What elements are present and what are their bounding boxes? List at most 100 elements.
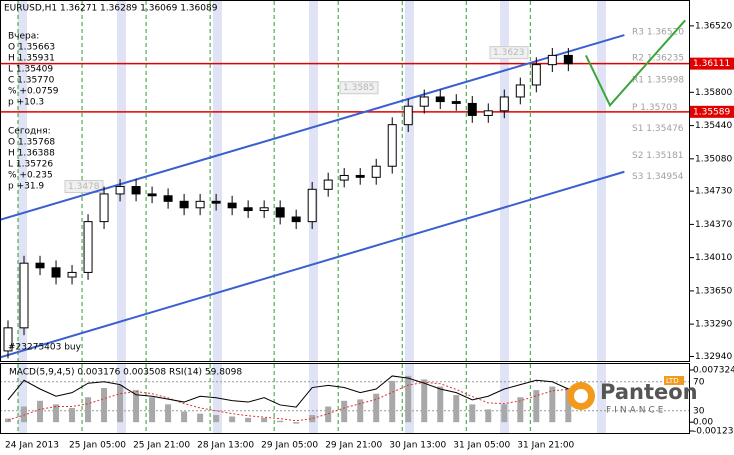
pivot-label: S3 1.34954 [632, 172, 684, 182]
candle-body [131, 186, 141, 195]
pivot-label: R3 1.36520 [632, 27, 684, 37]
macd-bar [405, 375, 412, 423]
y-tick-label: 1.34010 [695, 253, 732, 263]
macd-bar [53, 404, 60, 423]
forecast-line [585, 19, 686, 108]
candle-body [435, 96, 445, 103]
y2-tick-label: 30 [693, 406, 705, 416]
candle-body [531, 64, 541, 86]
y-tick-label: 0.007324 [693, 366, 734, 376]
candle-body [3, 327, 13, 352]
session-band [309, 364, 318, 433]
x-tick-label: 31 Jan 05:00 [453, 441, 510, 451]
candle-body [163, 195, 173, 202]
price-tag-box [339, 81, 379, 95]
rsi-line [7, 375, 569, 408]
indicator-panel-frame [0, 363, 690, 434]
info-line: % +0.0759 [8, 87, 59, 97]
pivot-label: R2 1.36235 [632, 54, 684, 64]
candle-body [467, 102, 477, 116]
candle-body [115, 186, 125, 195]
info-line: p +31.9 [8, 182, 44, 192]
candle-body [515, 84, 525, 98]
pivot-label: S1 1.35476 [632, 124, 684, 134]
pivot-label: R1 1.35998 [632, 76, 684, 86]
session-bands [18, 1, 606, 433]
candle-body [387, 124, 397, 167]
candle-body [147, 193, 157, 197]
x-tick-label: 25 Jan 05:00 [69, 441, 126, 451]
level-tag [690, 57, 734, 70]
session-band [117, 1, 126, 361]
level-tag-label: 1.35589 [693, 107, 730, 117]
symbol-title: EURUSD,H1 1.36271 1.36289 1.36069 1.3608… [4, 4, 218, 14]
candle-body [227, 202, 237, 209]
candle-body [259, 207, 269, 212]
y-tick-label: 1.33290 [695, 320, 732, 330]
candle-body [483, 110, 493, 116]
candle-body [403, 105, 413, 126]
candle-body [339, 174, 349, 181]
macd-bar [117, 385, 124, 423]
candle-body [451, 101, 461, 104]
y2-tick-label: 70 [693, 377, 705, 387]
candle-body [307, 188, 317, 223]
session-band [597, 1, 606, 361]
logo-badge-text: LTD [666, 377, 679, 385]
candle-body [547, 54, 557, 66]
y-tick-label: 1.34370 [695, 220, 732, 230]
y-tick-label: 1.35800 [695, 88, 732, 98]
session-band [597, 364, 606, 433]
price-tag: 1.3478 [68, 182, 100, 192]
candle-body [275, 207, 285, 218]
macd-bar [149, 397, 156, 423]
x-tick-label: 29 Jan 05:00 [261, 441, 318, 451]
macd-bar [565, 387, 572, 423]
macd-bar [213, 415, 220, 423]
macd-bar [101, 387, 108, 423]
candle-body [419, 96, 429, 107]
session-band [213, 1, 222, 361]
macd-bar [261, 417, 268, 423]
session-band [309, 1, 318, 361]
info-line: % +0.235 [8, 171, 53, 181]
level-tag [690, 105, 734, 118]
trendline [0, 170, 625, 359]
macd-bar [421, 379, 428, 423]
macd-bar [309, 415, 316, 423]
macd-bar [21, 406, 28, 423]
candle-body [371, 165, 381, 178]
candle-body [51, 267, 61, 278]
macd-bar [389, 380, 396, 423]
info-line: Сегодня: [8, 127, 51, 137]
macd-bar [37, 400, 44, 423]
x-tick-label: 29 Jan 21:00 [325, 441, 382, 451]
y-tick-label: 1.35080 [695, 154, 732, 164]
candle-body [323, 179, 333, 190]
x-tick-label: 30 Jan 13:00 [389, 441, 446, 451]
macd-bar [549, 386, 556, 423]
macd-bar [229, 416, 236, 423]
y-tick-label: 1.36520 [695, 21, 732, 31]
logo-sub: FINANCE [606, 406, 666, 416]
level-tag-label: 1.36111 [693, 59, 730, 69]
price-tag-box [64, 180, 104, 194]
candle-body [211, 200, 221, 204]
price-tag-box [489, 46, 529, 60]
macd-bar [69, 407, 76, 423]
candle-body [563, 54, 573, 65]
order-label: #23275403 buy [8, 343, 82, 353]
macd-bar [453, 395, 460, 423]
candle-body [19, 262, 29, 329]
session-band [18, 364, 27, 433]
y-tick-label: 1.35440 [695, 121, 732, 131]
macd-bar [181, 411, 188, 423]
candle-body [355, 174, 365, 178]
signal-line [7, 381, 569, 422]
macd-bar [373, 393, 380, 423]
y-tick-label: 1.33650 [695, 286, 732, 296]
macd-bar [517, 397, 524, 423]
